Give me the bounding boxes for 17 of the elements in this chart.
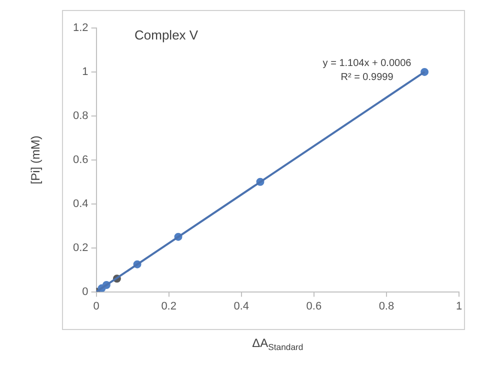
y-axis-title: [Pi] (mM): [28, 136, 42, 184]
annotation: y = 1.104x + 0.0006: [322, 58, 412, 69]
x-tick-label: 0.4: [234, 300, 250, 312]
x-tick-label: 0.8: [378, 300, 394, 312]
y-tick-label: 0.2: [72, 242, 88, 254]
y-tick-label: 0.8: [72, 110, 88, 122]
annotation: R² = 0.9999: [340, 72, 394, 83]
x-tick-label: 0.2: [161, 300, 176, 312]
y-tick-label: 1.2: [72, 22, 88, 34]
y-tick-label: 0.4: [72, 198, 88, 210]
x-tick-label: 1: [456, 300, 462, 312]
y-tick-label: 0.6: [72, 154, 88, 166]
x-tick-label: 0: [93, 300, 100, 312]
chart-title: Complex V: [134, 28, 198, 43]
y-tick-label: 1: [82, 66, 88, 78]
x-tick-label: 0.6: [306, 300, 322, 312]
y-tick-label: 0: [82, 286, 88, 298]
